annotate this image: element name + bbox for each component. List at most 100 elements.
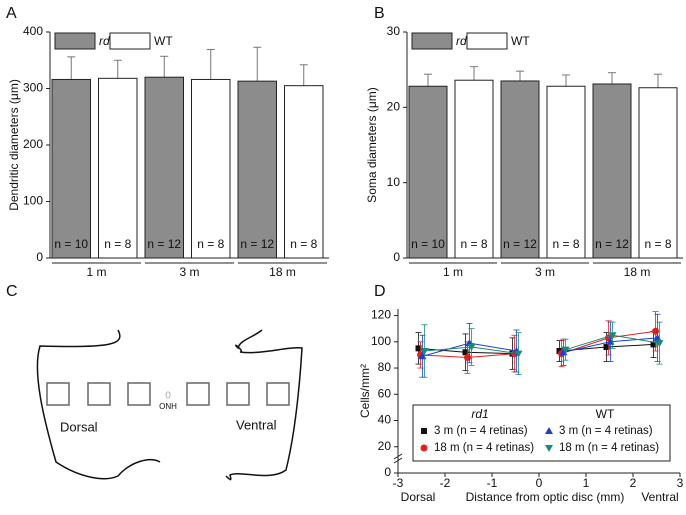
- x-end-label: Ventral: [641, 490, 678, 504]
- bar: [546, 85, 586, 259]
- group-label: 18 m: [624, 265, 651, 279]
- sample-square: [186, 382, 210, 406]
- marker: [464, 354, 471, 362]
- y-tick-label: 20: [378, 439, 392, 453]
- x-end-label: Dorsal: [401, 490, 436, 504]
- bar: [592, 83, 632, 259]
- y-tick-label: 60: [378, 386, 392, 400]
- legend-label: 3 m (n = 4 retinas): [434, 425, 528, 437]
- bar: [284, 85, 324, 259]
- bar-annotation: n = 8: [104, 237, 131, 251]
- legend-title: rd1: [471, 407, 488, 421]
- group-label: 3 m: [535, 265, 555, 279]
- bar-annotation: n = 12: [595, 237, 629, 251]
- bar-annotation: n = 8: [197, 237, 224, 251]
- bar-annotation: n = 12: [147, 237, 181, 251]
- y-axis-label: Cells/mm²: [358, 364, 372, 418]
- y-tick-label: 100: [23, 194, 43, 208]
- retina-diagram: [36, 329, 303, 481]
- series-line: [422, 337, 658, 357]
- ventral-outline: [225, 329, 303, 481]
- sample-square: [127, 382, 151, 406]
- legend: rd1 WT 3 m (n = 4 retinas) 18 m (n = 4 reti…: [412, 404, 671, 462]
- legend-swatch: [109, 32, 151, 50]
- x-tick-label: -3: [393, 476, 404, 490]
- marker: [561, 346, 570, 354]
- bar: [144, 76, 184, 259]
- y-axis-label: Dendritic diameters (μm): [7, 79, 21, 211]
- marker: [653, 333, 662, 341]
- bar-annotation: n = 10: [54, 237, 88, 251]
- panel-letter: A: [6, 5, 17, 22]
- legend-swatch: [54, 32, 96, 50]
- onh-label: ONH: [159, 402, 177, 411]
- legend-label: WT: [511, 34, 530, 48]
- bar-annotation: n = 8: [644, 237, 671, 251]
- bar: [500, 80, 540, 259]
- marker: [655, 340, 664, 348]
- series-line: [424, 334, 660, 355]
- x-tick-label: 1: [583, 476, 590, 490]
- sample-square: [226, 382, 250, 406]
- marker: [652, 327, 659, 335]
- bar: [638, 87, 678, 259]
- marker: [545, 427, 553, 434]
- legend-label: 3 m (n = 4 retinas): [559, 425, 653, 437]
- y-tick-label: 200: [23, 137, 43, 151]
- dorsal-label: Dorsal: [60, 419, 98, 434]
- bar: [98, 77, 138, 259]
- group-label: 1 m: [443, 265, 463, 279]
- marker: [650, 341, 657, 348]
- bar-annotation: n = 8: [460, 237, 487, 251]
- legend-swatch: [411, 32, 453, 50]
- sample-square: [266, 382, 290, 406]
- x-tick-label: 3: [677, 476, 684, 490]
- y-tick-label: 10: [387, 175, 401, 189]
- marker: [603, 344, 610, 351]
- legend-title: WT: [596, 407, 615, 421]
- x-tick-label: -1: [487, 476, 498, 490]
- y-tick-label: 80: [378, 360, 392, 374]
- marker: [545, 445, 553, 452]
- y-tick-label: 0: [36, 250, 43, 264]
- axis-break: [393, 453, 403, 464]
- group-label: 1 m: [86, 265, 106, 279]
- x-axis-label: Distance from optic disc (mm): [466, 490, 625, 504]
- bar: [408, 85, 448, 259]
- bar-annotation: n = 12: [240, 237, 274, 251]
- bar-annotation: n = 10: [411, 237, 445, 251]
- group-label: 3 m: [179, 265, 199, 279]
- y-tick-label: 300: [23, 81, 43, 95]
- panel-letter: B: [374, 5, 385, 22]
- y-tick-label: 20: [387, 100, 401, 114]
- x-tick-label: 0: [536, 476, 543, 490]
- y-tick-label: 400: [23, 24, 43, 38]
- y-tick-label: 30: [387, 24, 401, 38]
- y-tick-label: 120: [371, 308, 391, 322]
- legend-label: 18 m (n = 4 retinas): [434, 442, 534, 454]
- bar: [237, 80, 277, 259]
- legend-label: WT: [154, 34, 173, 48]
- onh-center: 0: [165, 391, 171, 402]
- legend-swatch: [466, 32, 508, 50]
- y-tick-label: 40: [378, 413, 392, 427]
- y-axis-label: Soma diameters (μm): [365, 87, 379, 203]
- series-line: [420, 330, 656, 359]
- x-tick-label: 2: [630, 476, 637, 490]
- y-tick-label: 0: [393, 250, 400, 264]
- panel-letter: D: [374, 283, 386, 300]
- marker: [462, 349, 469, 356]
- group-label: 18 m: [269, 265, 296, 279]
- dorsal-outline: [36, 329, 161, 480]
- marker: [421, 428, 427, 434]
- bar: [454, 79, 494, 259]
- panel-letter: C: [6, 283, 18, 300]
- bar: [191, 78, 231, 259]
- marker: [608, 332, 617, 340]
- y-tick-label: 100: [371, 334, 391, 348]
- bar-annotation: n = 8: [552, 237, 579, 251]
- y-tick-label: 0: [384, 465, 391, 479]
- marker: [467, 344, 476, 352]
- x-tick-label: -2: [440, 476, 451, 490]
